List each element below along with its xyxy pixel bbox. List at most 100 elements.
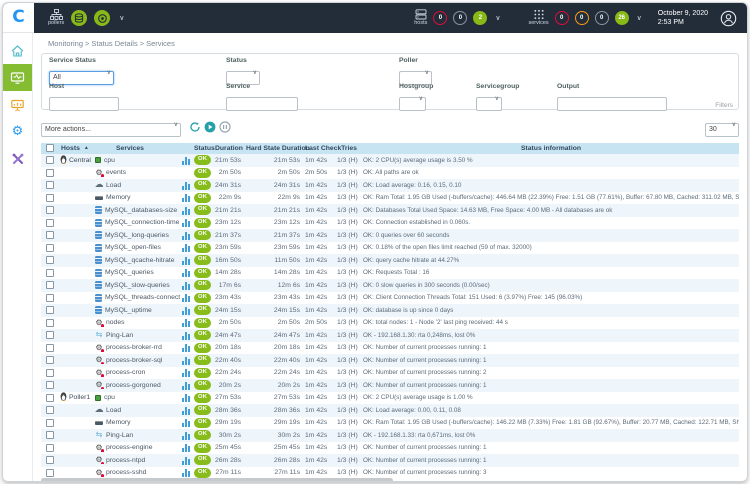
filters-link[interactable]: Filters bbox=[715, 102, 733, 109]
graph-icon[interactable] bbox=[182, 293, 191, 303]
service-row[interactable]: Poller1 cpu OK 27m 53s 27m 53s 1m 42s 1/… bbox=[41, 391, 739, 404]
row-checkbox[interactable] bbox=[46, 156, 54, 165]
service-status-select[interactable]: All bbox=[49, 70, 114, 85]
services-critical-counter[interactable]: 0 bbox=[554, 11, 569, 25]
service-row[interactable]: MySQL_queries OK 14m 28s 14m 28s 1m 42s … bbox=[41, 266, 739, 279]
column-header-hard-state-duration[interactable]: Hard State Duration bbox=[246, 144, 310, 152]
scrollbar-thumb[interactable] bbox=[41, 478, 393, 481]
service-name-link[interactable]: Ping-Lan bbox=[106, 431, 134, 439]
service-name-link[interactable]: MySQL_queries bbox=[105, 269, 154, 277]
more-actions-select[interactable]: More actions... bbox=[41, 122, 181, 137]
row-checkbox[interactable] bbox=[46, 443, 54, 452]
graph-icon[interactable] bbox=[182, 180, 191, 190]
service-row[interactable]: MySQL_databases-size OK 21m 21s 21m 21s … bbox=[41, 204, 739, 217]
hosts-menu-button[interactable]: hosts bbox=[414, 9, 427, 27]
row-checkbox[interactable] bbox=[46, 468, 54, 477]
graph-icon[interactable] bbox=[182, 280, 191, 290]
graph-icon[interactable] bbox=[182, 368, 191, 378]
services-menu-button[interactable]: services bbox=[529, 9, 549, 27]
service-name-link[interactable]: events bbox=[106, 169, 127, 177]
row-checkbox[interactable] bbox=[46, 193, 54, 202]
services-chevron-icon[interactable]: ∨ bbox=[636, 14, 642, 22]
status-select[interactable] bbox=[226, 70, 260, 85]
row-checkbox[interactable] bbox=[46, 456, 54, 465]
service-name-link[interactable]: Memory bbox=[106, 419, 131, 427]
services-warning-counter[interactable]: 0 bbox=[574, 11, 589, 25]
row-checkbox[interactable] bbox=[46, 406, 54, 415]
service-row[interactable]: process-gorgoned OK 20m 2s 20m 2s 1m 42s… bbox=[41, 379, 739, 392]
host-name-link[interactable]: Central bbox=[69, 156, 91, 164]
column-header-status-information[interactable]: Status information bbox=[520, 144, 582, 152]
service-name-link[interactable]: process-broker-rrd bbox=[106, 344, 162, 352]
service-row[interactable]: process-ntpd OK 26m 28s 26m 28s 1m 42s 1… bbox=[41, 454, 739, 467]
database-status-icon[interactable] bbox=[71, 10, 88, 26]
service-row[interactable]: MySQL_uptime OK 24m 15s 24m 15s 1m 42s 1… bbox=[41, 304, 739, 317]
service-name-link[interactable]: Ping-Lan bbox=[106, 331, 134, 339]
row-checkbox[interactable] bbox=[46, 181, 54, 190]
graph-icon[interactable] bbox=[182, 443, 191, 453]
service-name-link[interactable]: process-engine bbox=[106, 444, 153, 452]
row-checkbox[interactable] bbox=[46, 293, 54, 302]
per-page-select[interactable]: 30 bbox=[705, 122, 739, 137]
service-row[interactable]: Ping-Lan OK 30m 2s 30m 2s 1m 42s 1/3 (H)… bbox=[41, 429, 739, 442]
hostgroup-select[interactable] bbox=[399, 96, 426, 111]
row-checkbox[interactable] bbox=[46, 281, 54, 290]
service-row[interactable]: Central cpu OK 21m 53s 21m 53s 1m 42s 1/… bbox=[41, 154, 739, 167]
graph-icon[interactable] bbox=[182, 468, 191, 478]
hosts-unreachable-counter[interactable]: 0 bbox=[453, 11, 468, 25]
row-checkbox[interactable] bbox=[46, 343, 54, 352]
graph-icon[interactable] bbox=[182, 405, 191, 415]
graph-icon[interactable] bbox=[182, 318, 191, 328]
poller-select[interactable] bbox=[399, 70, 432, 85]
graph-icon[interactable] bbox=[182, 230, 191, 240]
graph-icon[interactable] bbox=[182, 430, 191, 440]
graph-icon[interactable] bbox=[182, 205, 191, 215]
row-checkbox[interactable] bbox=[46, 206, 54, 215]
service-row[interactable]: Memory OK 29m 19s 29m 19s 1m 42s 1/3 (H)… bbox=[41, 416, 739, 429]
graph-icon[interactable] bbox=[182, 305, 191, 315]
latency-status-icon[interactable] bbox=[94, 10, 111, 26]
service-name-link[interactable]: MySQL_threads-connected bbox=[105, 294, 180, 302]
services-ok-counter[interactable]: 26 bbox=[614, 11, 629, 25]
row-checkbox[interactable] bbox=[46, 393, 54, 402]
sidebar-item-reporting[interactable] bbox=[3, 91, 32, 118]
breadcrumb-monitoring[interactable]: Monitoring bbox=[48, 39, 84, 48]
service-name-link[interactable]: MySQL_qcache-hitrate bbox=[105, 256, 175, 264]
service-row[interactable]: Load OK 24m 31s 24m 31s 1m 42s 1/3 (H) O… bbox=[41, 179, 739, 192]
hosts-down-counter[interactable]: 0 bbox=[433, 11, 448, 25]
service-row[interactable]: MySQL_open-files OK 23m 59s 23m 59s 1m 4… bbox=[41, 241, 739, 254]
row-checkbox[interactable] bbox=[46, 306, 54, 315]
host-name-link[interactable]: Poller1 bbox=[69, 394, 91, 402]
service-name-link[interactable]: process-sshd bbox=[106, 469, 147, 477]
service-name-link[interactable]: cpu bbox=[104, 156, 115, 164]
service-row[interactable]: nodes OK 2m 50s 2m 50s 2m 50s 1/3 (H) OK… bbox=[41, 316, 739, 329]
breadcrumb-status-details[interactable]: Status Details bbox=[91, 39, 138, 48]
host-input[interactable] bbox=[49, 96, 119, 111]
service-row[interactable]: MySQL_connection-time OK 23m 12s 23m 12s… bbox=[41, 216, 739, 229]
graph-icon[interactable] bbox=[182, 343, 191, 353]
service-row[interactable]: process-engine OK 25m 45s 25m 45s 1m 42s… bbox=[41, 441, 739, 454]
row-checkbox[interactable] bbox=[46, 356, 54, 365]
output-input[interactable] bbox=[557, 96, 667, 111]
row-checkbox[interactable] bbox=[46, 218, 54, 227]
graph-icon[interactable] bbox=[182, 355, 191, 365]
service-row[interactable]: MySQL_slow-queries OK 17m 6s 12m 6s 1m 4… bbox=[41, 279, 739, 292]
row-checkbox[interactable] bbox=[46, 381, 54, 390]
service-name-link[interactable]: MySQL_connection-time bbox=[105, 219, 180, 227]
service-name-link[interactable]: MySQL_uptime bbox=[105, 306, 152, 314]
column-header-status[interactable]: Status bbox=[194, 144, 215, 152]
sidebar-item-home[interactable] bbox=[3, 37, 32, 64]
service-row[interactable]: Ping-Lan OK 24m 47s 24m 47s 1m 42s 1/3 (… bbox=[41, 329, 739, 342]
row-checkbox[interactable] bbox=[46, 431, 54, 440]
row-checkbox[interactable] bbox=[46, 331, 54, 340]
row-checkbox[interactable] bbox=[46, 318, 54, 327]
refresh-icon[interactable] bbox=[189, 121, 201, 133]
service-row[interactable]: process-cron OK 22m 24s 22m 24s 1m 42s 1… bbox=[41, 366, 739, 379]
column-header-hosts[interactable]: Hosts ▲ bbox=[61, 144, 89, 152]
service-name-link[interactable]: process-gorgoned bbox=[106, 381, 161, 389]
services-unknown-counter[interactable]: 0 bbox=[594, 11, 609, 25]
service-name-link[interactable]: Load bbox=[106, 406, 122, 414]
select-all-checkbox[interactable] bbox=[46, 144, 54, 153]
row-checkbox[interactable] bbox=[46, 418, 54, 427]
column-header-last-check[interactable]: Last Check bbox=[305, 144, 342, 152]
